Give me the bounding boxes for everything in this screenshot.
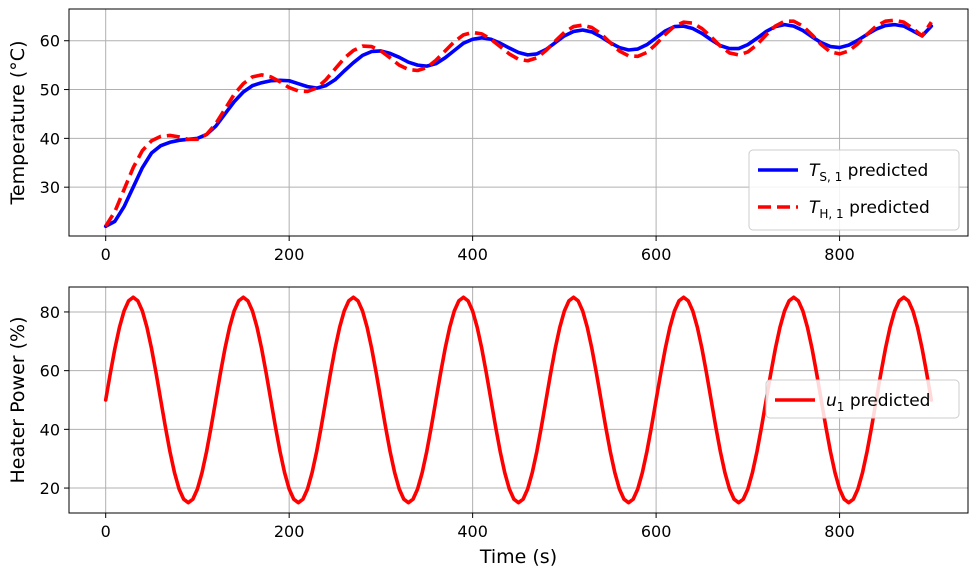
legend-subscript: 1 bbox=[837, 400, 845, 414]
legend-box bbox=[765, 379, 960, 419]
x-tick-label: 400 bbox=[457, 245, 488, 264]
legend-label: predicted bbox=[844, 391, 930, 411]
y-tick-label: 60 bbox=[40, 362, 60, 381]
legend-entry-1: TS, 1 predicted bbox=[809, 161, 928, 184]
y-tick-label: 20 bbox=[40, 479, 60, 498]
plot-frame bbox=[68, 286, 969, 514]
x-tick-label: 0 bbox=[101, 245, 111, 264]
legend-subscript: S, 1 bbox=[819, 170, 842, 184]
legend: u1 predicted bbox=[765, 379, 960, 419]
series-line-2 bbox=[104, 18, 933, 228]
legend-symbol: T bbox=[809, 198, 821, 218]
x-tick-label: 600 bbox=[641, 245, 672, 264]
y-tick-label: 60 bbox=[40, 32, 60, 51]
legend-symbol: T bbox=[809, 161, 821, 181]
plot-frame bbox=[68, 8, 969, 237]
y-axis-label: Heater Power (%) bbox=[7, 317, 29, 484]
y-tick-label: 30 bbox=[40, 178, 60, 197]
y-tick-label: 80 bbox=[40, 303, 60, 322]
x-tick-label: 400 bbox=[457, 522, 488, 541]
y-tick-label: 50 bbox=[40, 81, 60, 100]
legend-entry-1: u1 predicted bbox=[826, 391, 930, 414]
x-tick-label: 800 bbox=[824, 245, 855, 264]
x-tick-label: 0 bbox=[101, 522, 111, 541]
legend-entry-2: TH, 1 predicted bbox=[809, 198, 930, 221]
y-tick-label: 40 bbox=[40, 129, 60, 148]
y-tick-label: 40 bbox=[40, 420, 60, 439]
x-tick-label: 600 bbox=[641, 522, 672, 541]
legend-label: predicted bbox=[842, 161, 928, 181]
y-axis-label: Temperature (°C) bbox=[7, 41, 29, 206]
series-line-1 bbox=[103, 295, 934, 505]
x-tick-label: 200 bbox=[274, 245, 305, 264]
x-tick-label: 200 bbox=[274, 522, 305, 541]
legend-subscript: H, 1 bbox=[819, 207, 843, 221]
legend-box bbox=[748, 149, 960, 231]
x-axis-label: Time (s) bbox=[479, 546, 557, 568]
legend-symbol: u bbox=[826, 391, 837, 411]
series-line-1 bbox=[103, 22, 934, 229]
x-tick-label: 800 bbox=[824, 522, 855, 541]
legend-label: predicted bbox=[844, 198, 930, 218]
heater-power-chart: 0 200 400 600 800 20 40 60 80 Heater Power (%) Tim… bbox=[7, 286, 969, 568]
